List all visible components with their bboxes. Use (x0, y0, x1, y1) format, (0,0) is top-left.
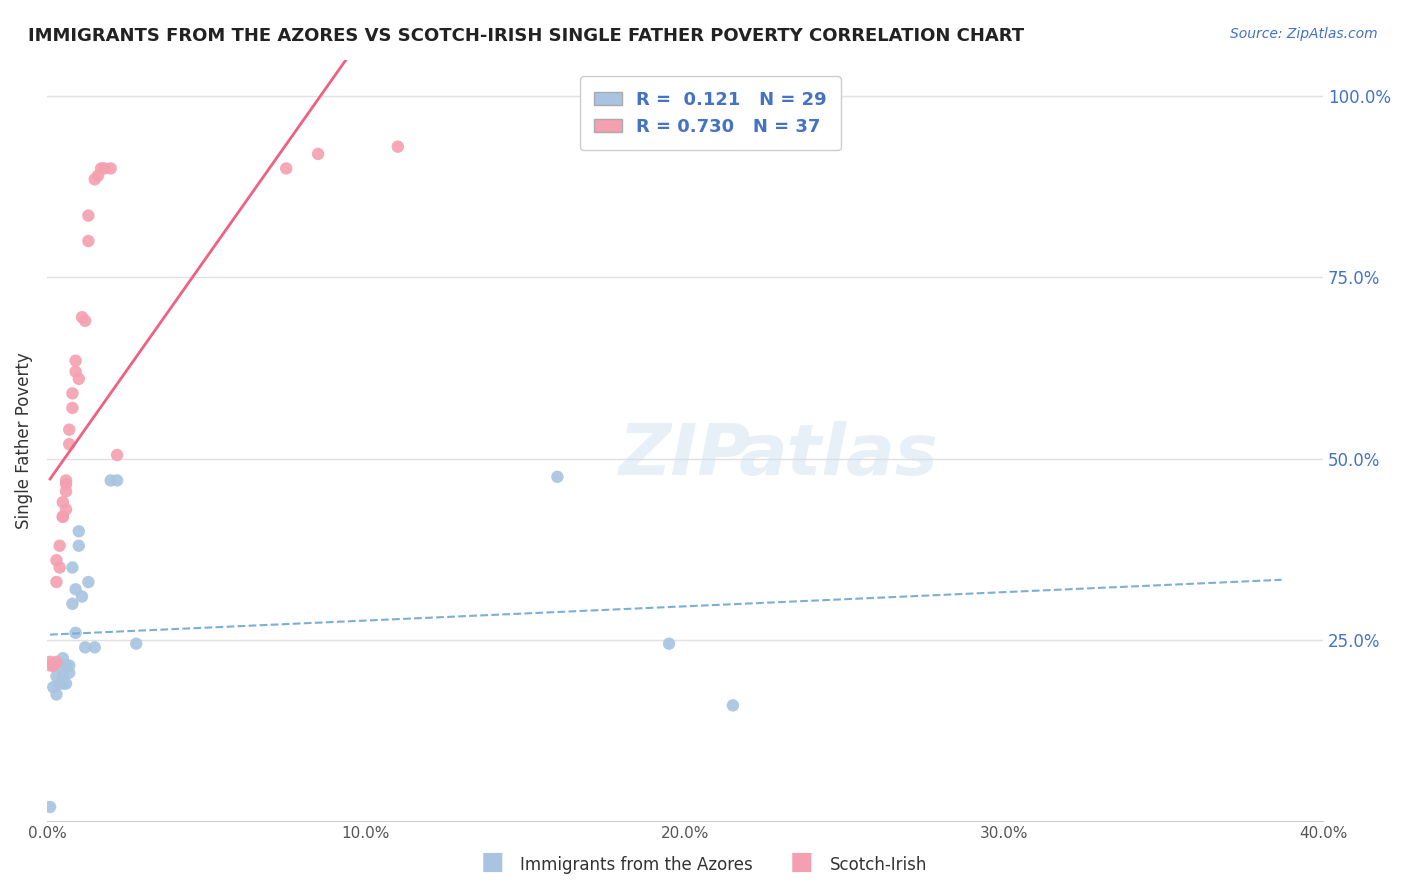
Point (52, 509, 75, 524)
Point (58, 658, 80, 673)
Point (77, 574, 100, 589)
Point (67, 524, 90, 539)
Point (58, 437, 80, 451)
Point (58, 665, 80, 680)
Point (52, 676, 75, 690)
Point (52, 495, 75, 509)
Text: ■: ■ (481, 850, 503, 874)
Point (67, 372, 90, 386)
Point (48, 658, 70, 673)
Point (721, 698, 744, 713)
Point (55, 474, 77, 488)
Point (87, 169, 110, 183)
Y-axis label: Single Father Poverty: Single Father Poverty (15, 352, 32, 529)
Point (67, 539, 90, 553)
Text: Immigrants from the Azores: Immigrants from the Azores (520, 856, 754, 874)
Point (75, 314, 97, 328)
Point (45, 688, 67, 702)
Point (75, 640, 97, 655)
Point (42, 658, 65, 673)
Point (65, 353, 87, 368)
Point (39, 658, 62, 673)
Point (77, 234, 100, 248)
Point (39, 655, 62, 669)
Point (276, 161, 298, 176)
Point (42, 658, 65, 673)
Point (48, 560, 70, 574)
Point (100, 474, 122, 488)
Point (62, 597, 84, 611)
Point (48, 676, 70, 690)
Point (307, 147, 329, 161)
Point (658, 637, 681, 651)
Point (39, 800, 62, 814)
Point (83, 640, 105, 655)
Point (42, 658, 65, 673)
Text: ■: ■ (790, 850, 813, 874)
Point (45, 553, 67, 567)
Text: ZIP: ZIP (619, 421, 751, 491)
Point (48, 539, 70, 553)
Point (70, 310, 93, 325)
Point (125, 637, 148, 651)
Point (52, 669, 75, 683)
Point (70, 590, 93, 604)
Point (55, 484, 77, 499)
Point (65, 365, 87, 379)
Point (100, 161, 122, 176)
Point (45, 669, 67, 683)
Point (45, 655, 67, 669)
Point (93, 161, 115, 176)
Legend: R =  0.121   N = 29, R = 0.730   N = 37: R = 0.121 N = 29, R = 0.730 N = 37 (581, 76, 841, 150)
Point (83, 172, 105, 186)
Point (55, 502, 77, 516)
Point (45, 574, 67, 589)
Text: IMMIGRANTS FROM THE AZORES VS SCOTCH-IRISH SINGLE FATHER POVERTY CORRELATION CHA: IMMIGRANTS FROM THE AZORES VS SCOTCH-IRI… (28, 27, 1024, 45)
Point (105, 474, 128, 488)
Point (387, 139, 409, 153)
Point (62, 560, 84, 574)
Point (52, 651, 75, 665)
Point (52, 509, 75, 524)
Point (105, 448, 128, 462)
Text: Source: ZipAtlas.com: Source: ZipAtlas.com (1230, 27, 1378, 41)
Point (55, 676, 77, 690)
Point (65, 582, 87, 597)
Point (62, 386, 84, 401)
Point (42, 680, 65, 694)
Point (546, 470, 568, 484)
Point (58, 423, 80, 437)
Text: atlas: atlas (738, 421, 938, 491)
Point (62, 401, 84, 415)
Text: Scotch-Irish: Scotch-Irish (830, 856, 927, 874)
Point (55, 477, 77, 491)
Point (55, 658, 77, 673)
Point (65, 625, 87, 640)
Point (77, 209, 100, 223)
Point (90, 161, 112, 176)
